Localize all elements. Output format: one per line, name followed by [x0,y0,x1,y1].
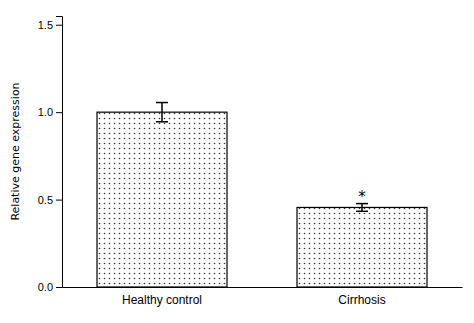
significance-label: * [358,188,366,206]
x-axis: Healthy control Cirrhosis [63,288,463,307]
y-tick-label: 0.5 [38,194,53,206]
y-tick-mark [56,200,62,201]
x-tick-label: Cirrhosis [338,293,385,307]
x-tick: Cirrhosis [338,293,385,307]
x-tick-label: Healthy control [122,293,202,307]
y-axis: 0.0 0.5 1.0 1.5 [38,17,63,294]
y-axis-line [56,17,63,288]
error-bar-stem [161,103,163,122]
y-tick: 0.5 [38,194,62,206]
y-tick: 1.0 [38,106,62,118]
marks [97,103,427,287]
y-tick-mark [56,287,62,288]
y-tick-mark [56,25,62,26]
error-bar-cap [156,102,168,104]
y-tick-label: 1.5 [38,19,53,31]
y-tick: 0.0 [38,281,62,293]
error-bar-cap [356,211,368,213]
bar [297,207,427,287]
y-tick-label: 0.0 [38,281,53,293]
y-axis-title: Relative gene expression [9,82,22,220]
error-bar [156,103,168,122]
y-tick: 1.5 [38,19,62,31]
x-axis-line [63,287,463,288]
bar [97,112,227,287]
chart-svg: 0.0 0.5 1.0 1.5 Healthy control Cirrhosis * Rel… [0,0,474,323]
error-bar-cap [156,121,168,123]
y-tick-label: 1.0 [38,106,53,118]
plot-area: 0.0 0.5 1.0 1.5 Healthy control Cirrhosis * [38,17,463,307]
x-tick: Healthy control [122,293,202,307]
y-tick-mark [56,112,62,113]
